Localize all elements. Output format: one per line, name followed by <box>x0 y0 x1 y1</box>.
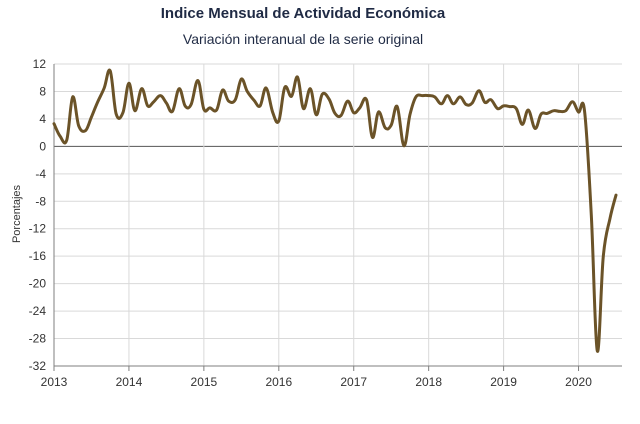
series-layer <box>52 68 618 353</box>
x-tick-label: 2019 <box>490 375 517 389</box>
y-tick-label: -20 <box>29 277 47 291</box>
chart-title: Indice Mensual de Actividad Económica <box>160 5 446 22</box>
x-tick-label: 2016 <box>265 375 292 389</box>
series-line <box>52 68 618 353</box>
y-axis-label: Porcentajes <box>11 184 23 243</box>
y-tick-label: -32 <box>29 359 47 373</box>
grid-layer <box>54 63 622 367</box>
chart-subtitle: Variación interanual de la serie origina… <box>182 31 424 47</box>
y-tick-label: -28 <box>29 332 47 346</box>
y-tick-label: -16 <box>29 249 47 263</box>
y-tick-label: 4 <box>39 112 46 126</box>
tick-labels: 12 8 4 0 -4 -8 -12 -16 -20 -24 -28 -32 2013 2014 2015 2… <box>29 57 593 389</box>
y-tick-label: -24 <box>29 304 47 318</box>
x-tick-label: 2020 <box>565 375 592 389</box>
y-tick-label: 12 <box>33 57 47 71</box>
x-tick-label: 2018 <box>415 375 442 389</box>
y-tick-label: 0 <box>39 139 46 153</box>
x-tick-label: 2014 <box>116 375 143 389</box>
axis-layer <box>53 64 622 371</box>
y-tick-label: -8 <box>35 194 46 208</box>
y-tick-label: -12 <box>29 222 47 236</box>
x-tick-label: 2017 <box>340 375 367 389</box>
y-tick-label: -4 <box>35 167 46 181</box>
y-tick-label: 8 <box>39 84 46 98</box>
x-tick-label: 2015 <box>191 375 218 389</box>
x-tick-label: 2013 <box>41 375 68 389</box>
